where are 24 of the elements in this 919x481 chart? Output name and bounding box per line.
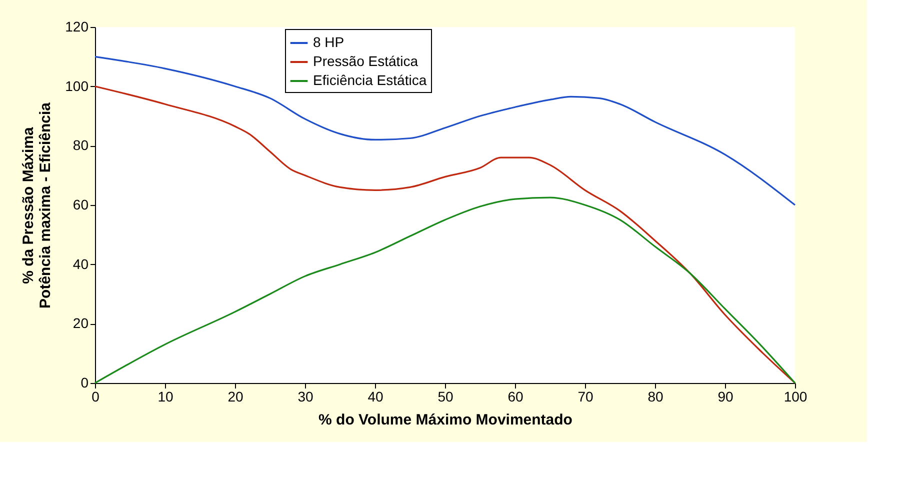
- legend-label: Eficiência Estática: [313, 72, 427, 88]
- x-tick-label: 0: [92, 388, 100, 404]
- y-tick-label: 100: [65, 78, 89, 94]
- x-tick-label: 20: [228, 388, 244, 404]
- line-series: [94, 56, 796, 206]
- y-tick-label: 80: [72, 137, 89, 154]
- x-tick-label: 30: [298, 388, 314, 404]
- y-tick-label: 40: [72, 256, 89, 272]
- legend-label: 8 HP: [313, 34, 344, 50]
- y-tick-label: 0: [80, 374, 89, 390]
- y-tick-label: 120: [65, 18, 89, 34]
- x-tick-label: 50: [438, 388, 454, 404]
- y-tick-label: 20: [72, 315, 89, 332]
- x-tick-label: 60: [508, 388, 524, 404]
- y-tick-label: 60: [72, 196, 89, 212]
- x-tick-label: 10: [158, 388, 174, 404]
- x-tick-label: 90: [718, 388, 734, 404]
- legend-label: Pressão Estática: [313, 53, 418, 69]
- x-tick-label: 100: [784, 388, 808, 404]
- y-axis-title: % da Pressão Máxima Potência maxima - Eficiência: [20, 102, 54, 308]
- x-tick-label: 40: [368, 388, 384, 404]
- x-tick-label: 70: [578, 388, 594, 404]
- x-tick-label: 80: [648, 388, 664, 404]
- x-axis-title: % do Volume Máximo Movimentado: [318, 412, 572, 428]
